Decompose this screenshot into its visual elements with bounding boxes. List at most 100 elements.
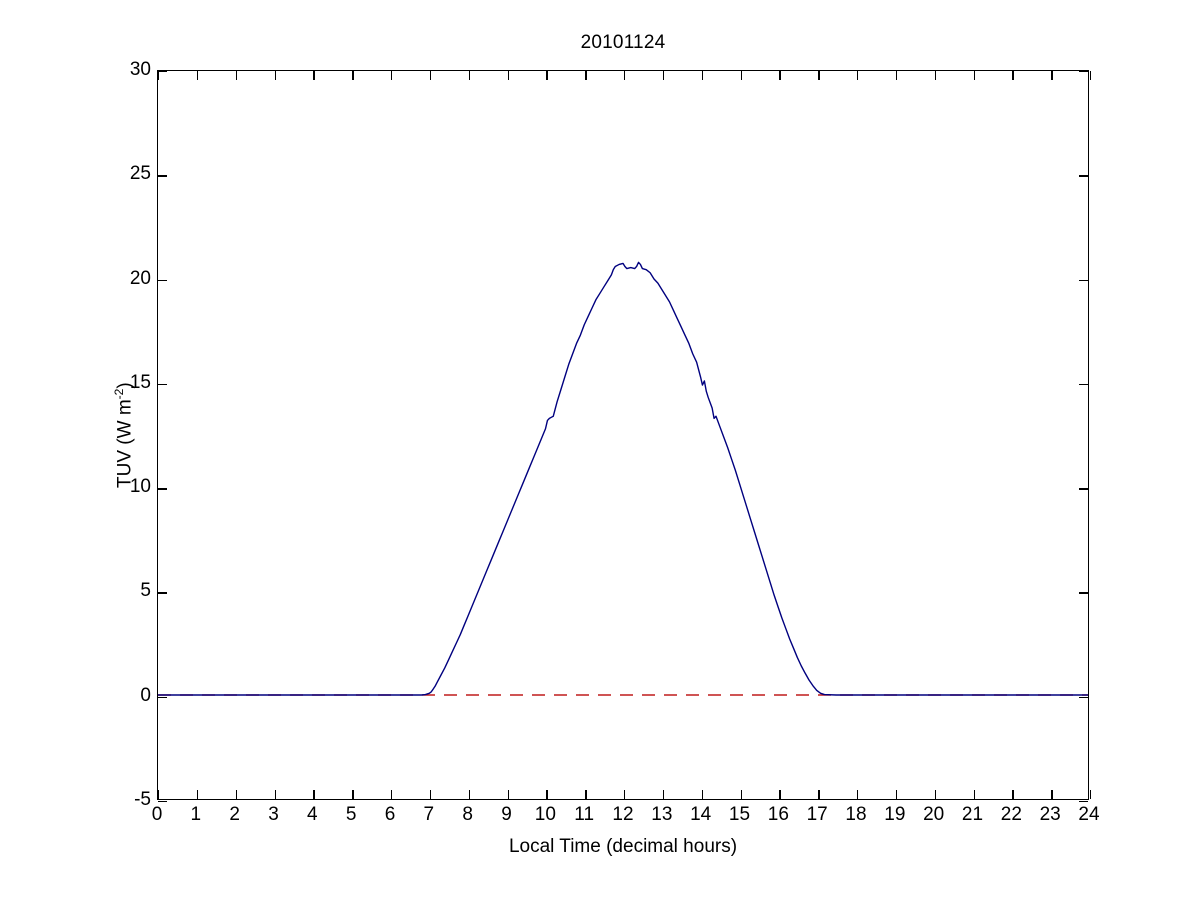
x-tick-top: [468, 71, 471, 80]
x-tick-bottom: [196, 790, 199, 799]
x-tick-bottom: [585, 790, 587, 799]
x-tick-label: 10: [534, 804, 556, 825]
x-tick-label: 18: [845, 804, 867, 825]
y-tick-left: [158, 383, 167, 386]
x-tick-bottom: [895, 790, 898, 799]
x-tick-label: 17: [806, 804, 828, 825]
y-tick-right: [1079, 175, 1088, 177]
y-tick-right: [1079, 801, 1088, 803]
x-tick-top: [507, 71, 509, 80]
x-tick-label: 22: [1000, 804, 1022, 825]
x-tick-top: [857, 71, 859, 80]
y-tick-left: [158, 175, 167, 177]
x-tick-bottom: [1051, 790, 1053, 799]
y-axis-title-exponent: -2: [112, 388, 126, 400]
x-tick-bottom: [934, 790, 937, 799]
x-tick-label: 12: [612, 804, 634, 825]
x-tick-bottom: [352, 790, 354, 799]
y-tick-label: 25: [129, 163, 151, 185]
x-tick-label: 4: [307, 804, 318, 825]
x-tick-label: 3: [268, 804, 279, 825]
y-tick-label: -5: [134, 789, 151, 810]
y-tick-right: [1079, 696, 1088, 699]
x-tick-label: 8: [462, 804, 473, 825]
x-tick-top: [585, 71, 587, 80]
x-tick-top: [391, 71, 393, 80]
y-axis-title: TUV (W m-2): [112, 382, 136, 488]
y-axis-title-text: TUV (W m: [114, 399, 136, 488]
x-tick-label: 21: [961, 804, 984, 825]
x-axis-title: Local Time (decimal hours): [508, 836, 738, 857]
x-tick-label: 20: [923, 804, 945, 825]
x-tick-bottom: [624, 790, 626, 799]
x-tick-label: 14: [690, 804, 712, 825]
x-tick-label: 6: [384, 804, 396, 825]
x-tick-bottom: [779, 790, 781, 799]
x-tick-label: 5: [345, 804, 357, 825]
x-tick-top: [818, 71, 820, 80]
x-tick-top: [1051, 71, 1053, 80]
x-tick-top: [973, 71, 975, 80]
x-tick-label: 19: [884, 804, 906, 825]
x-tick-bottom: [468, 790, 471, 799]
x-tick-top: [158, 71, 160, 80]
y-tick-left: [158, 801, 167, 803]
x-tick-top: [235, 71, 238, 80]
x-tick-label: 7: [423, 804, 435, 825]
x-tick-top: [779, 71, 781, 80]
x-tick-top: [701, 71, 704, 80]
x-tick-label: 9: [501, 804, 512, 825]
x-tick-bottom: [546, 790, 548, 799]
plot-svg: [158, 71, 1088, 799]
x-tick-bottom: [818, 790, 820, 799]
x-tick-bottom: [973, 790, 975, 799]
x-tick-top: [196, 71, 199, 80]
y-tick-label: 30: [129, 59, 151, 80]
x-tick-bottom: [158, 790, 160, 799]
y-tick-left: [158, 696, 167, 699]
y-tick-right: [1079, 592, 1088, 594]
x-tick-bottom: [1012, 790, 1014, 799]
y-tick-right: [1079, 279, 1088, 281]
x-tick-label: 24: [1078, 804, 1100, 825]
x-tick-label: 0: [151, 804, 163, 825]
y-tick-left: [158, 71, 167, 73]
x-tick-label: 15: [728, 804, 751, 825]
x-tick-top: [934, 71, 937, 80]
x-tick-top: [352, 71, 354, 80]
x-tick-top: [429, 71, 432, 80]
x-tick-bottom: [701, 790, 704, 799]
x-tick-label: 16: [767, 804, 789, 825]
x-tick-top: [662, 71, 665, 80]
chart-title: 20101124: [580, 32, 666, 53]
x-tick-bottom: [235, 790, 238, 799]
y-tick-label: 15: [129, 371, 151, 393]
y-tick-right: [1079, 488, 1088, 490]
x-tick-bottom: [857, 790, 859, 799]
x-tick-bottom: [507, 790, 509, 799]
plot-area: [157, 70, 1092, 803]
y-tick-label: 5: [140, 580, 151, 602]
y-tick-left: [158, 488, 167, 490]
y-tick-label: 20: [129, 267, 151, 289]
x-tick-top: [740, 71, 742, 80]
tuv-series-line: [158, 262, 1088, 695]
x-tick-top: [274, 71, 276, 80]
x-tick-top: [895, 71, 898, 80]
x-tick-label: 23: [1039, 804, 1061, 825]
x-tick-label: 1: [190, 804, 202, 825]
y-tick-label: 10: [129, 476, 151, 498]
x-tick-top: [1090, 71, 1092, 80]
x-tick-label: 2: [229, 804, 240, 825]
x-tick-bottom: [1090, 790, 1092, 799]
x-tick-bottom: [391, 790, 393, 799]
y-tick-right: [1079, 71, 1088, 73]
x-tick-bottom: [740, 790, 742, 799]
y-tick-left: [158, 592, 167, 594]
x-tick-top: [624, 71, 626, 80]
x-tick-bottom: [274, 790, 276, 799]
x-tick-bottom: [313, 790, 315, 799]
y-tick-right: [1079, 383, 1088, 386]
x-tick-label: 11: [574, 804, 595, 825]
